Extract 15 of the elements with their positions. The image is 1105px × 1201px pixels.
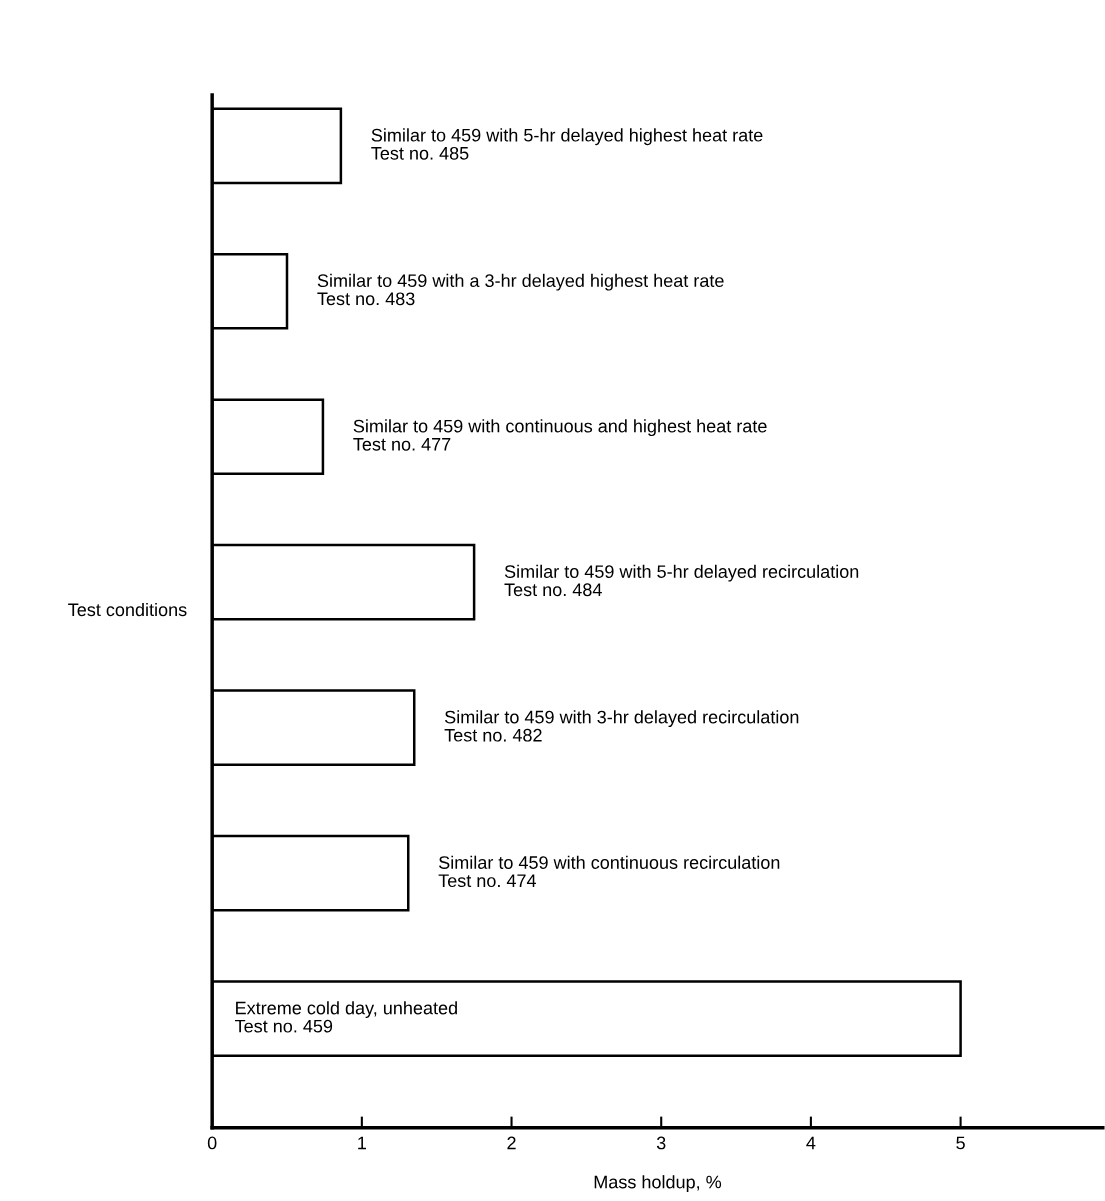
x-tick-label: 4 [806,1136,816,1150]
y-tick-label: Similar to 459 with continuous recirculation Test no. 474 [438,855,780,888]
y-tick-label: Similar to 459 with 5-hr delayed highest heat rate Test no. 485 [371,128,763,160]
x-axis-title: Mass holdup, % [594,1175,722,1192]
y-tick-label: Extreme cold day, unheated Test no. 459 [235,1001,457,1033]
x-tick-label: 5 [956,1136,965,1150]
y-tick-label: Similar to 459 with 5-hr delayed recirculation Test no. 484 [504,564,859,597]
y-tick-label: Similar to 459 with 3-hr delayed recirculation Test no. 482 [444,710,799,742]
y-tick-label: Similar to 459 with continuous and highest heat rate Test no. 477 [353,419,767,451]
x-tick-label: 2 [507,1136,516,1150]
x-tick-label: 1 [358,1136,366,1150]
y-tick-label: Similar to 459 with a 3-hr delayed highest heat rate Test no. 483 [317,273,724,306]
x-tick-label: 3 [656,1136,666,1150]
y-axis-title: Test conditions [68,602,187,617]
x-tick-label: 0 [207,1136,217,1150]
